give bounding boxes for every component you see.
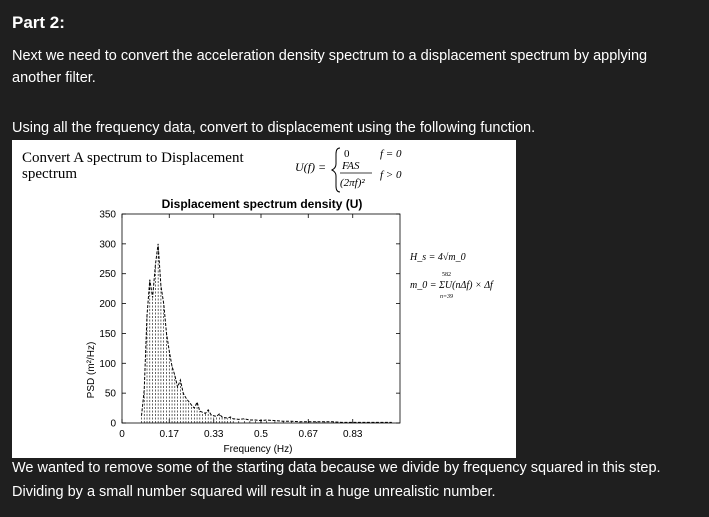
chart-series — [141, 243, 392, 423]
sum-upper-limit: 582 — [442, 272, 451, 278]
m0-formula: m_0 = ΣU(nΔf) × Δf — [410, 280, 494, 291]
y-tick-label: 100 — [99, 359, 116, 370]
x-tick-label: 0.33 — [204, 429, 224, 440]
x-tick-label: 0.17 — [160, 429, 180, 440]
y-tick-label: 50 — [105, 389, 117, 400]
formula-case2-denominator: (2πf)² — [340, 177, 365, 189]
x-tick-label: 0.5 — [254, 429, 268, 440]
formula-brace — [330, 147, 341, 193]
figure-caption-line-2: spectrum — [22, 166, 77, 182]
chart-axes — [121, 213, 401, 424]
hs-formula: H_s = 4√m_0 — [409, 252, 466, 263]
chart-ticks: 0 0.17 0.33 0.5 0.67 0.83 0 50 100 150 200 250 300 35… — [99, 210, 400, 440]
y-axis-label: PSD (m²/Hz) — [86, 342, 97, 399]
intro-paragraph-line-2: another filter. — [12, 70, 96, 86]
note-paragraph-line-1: We wanted to remove some of the starting… — [12, 460, 661, 476]
x-axis-label: Frequency (Hz) — [224, 444, 293, 455]
x-tick-label: 0 — [119, 429, 125, 440]
formula-case2-condition: f > 0 — [380, 169, 402, 181]
displacement-formula: U(f) = 0 f = 0 FAS (2πf)² f > 0 — [295, 147, 402, 193]
formula-case1-value: 0 — [344, 148, 350, 160]
x-tick-label: 0.83 — [343, 429, 363, 440]
intro-paragraph-line-1: Next we need to convert the acceleration… — [12, 48, 648, 64]
instruction-paragraph: Using all the frequency data, convert to… — [12, 120, 536, 136]
displacement-spectrum-chart: Convert A spectrum to Displacement spect… — [22, 147, 494, 455]
displacement-psd-line — [141, 243, 392, 423]
y-tick-label: 200 — [99, 299, 116, 310]
figure-caption-line-1: Convert A spectrum to Displacement — [22, 150, 244, 166]
formula-and-chart-figure: Convert A spectrum to Displacement spect… — [12, 140, 516, 458]
y-tick-label: 250 — [99, 269, 116, 280]
chart-title: Displacement spectrum density (U) — [162, 197, 363, 211]
note-paragraph-line-2: Dividing by a small number squared will … — [12, 484, 496, 500]
x-tick-label: 0.67 — [299, 429, 319, 440]
sum-lower-limit: n=39 — [440, 294, 453, 300]
plot-area-frame — [121, 213, 401, 424]
y-tick-label: 300 — [99, 239, 116, 250]
formula-lhs: U(f) = — [295, 160, 326, 174]
part-heading: Part 2: — [12, 13, 65, 32]
formula-case2-numerator: FAS — [341, 160, 360, 172]
y-tick-label: 150 — [99, 329, 116, 340]
formula-case1-condition: f = 0 — [380, 148, 402, 160]
y-tick-label: 0 — [110, 419, 116, 430]
significant-wave-height-formula: H_s = 4√m_0 582 m_0 = ΣU(nΔf) × Δf n=39 — [409, 252, 494, 300]
y-tick-label: 350 — [99, 210, 116, 221]
